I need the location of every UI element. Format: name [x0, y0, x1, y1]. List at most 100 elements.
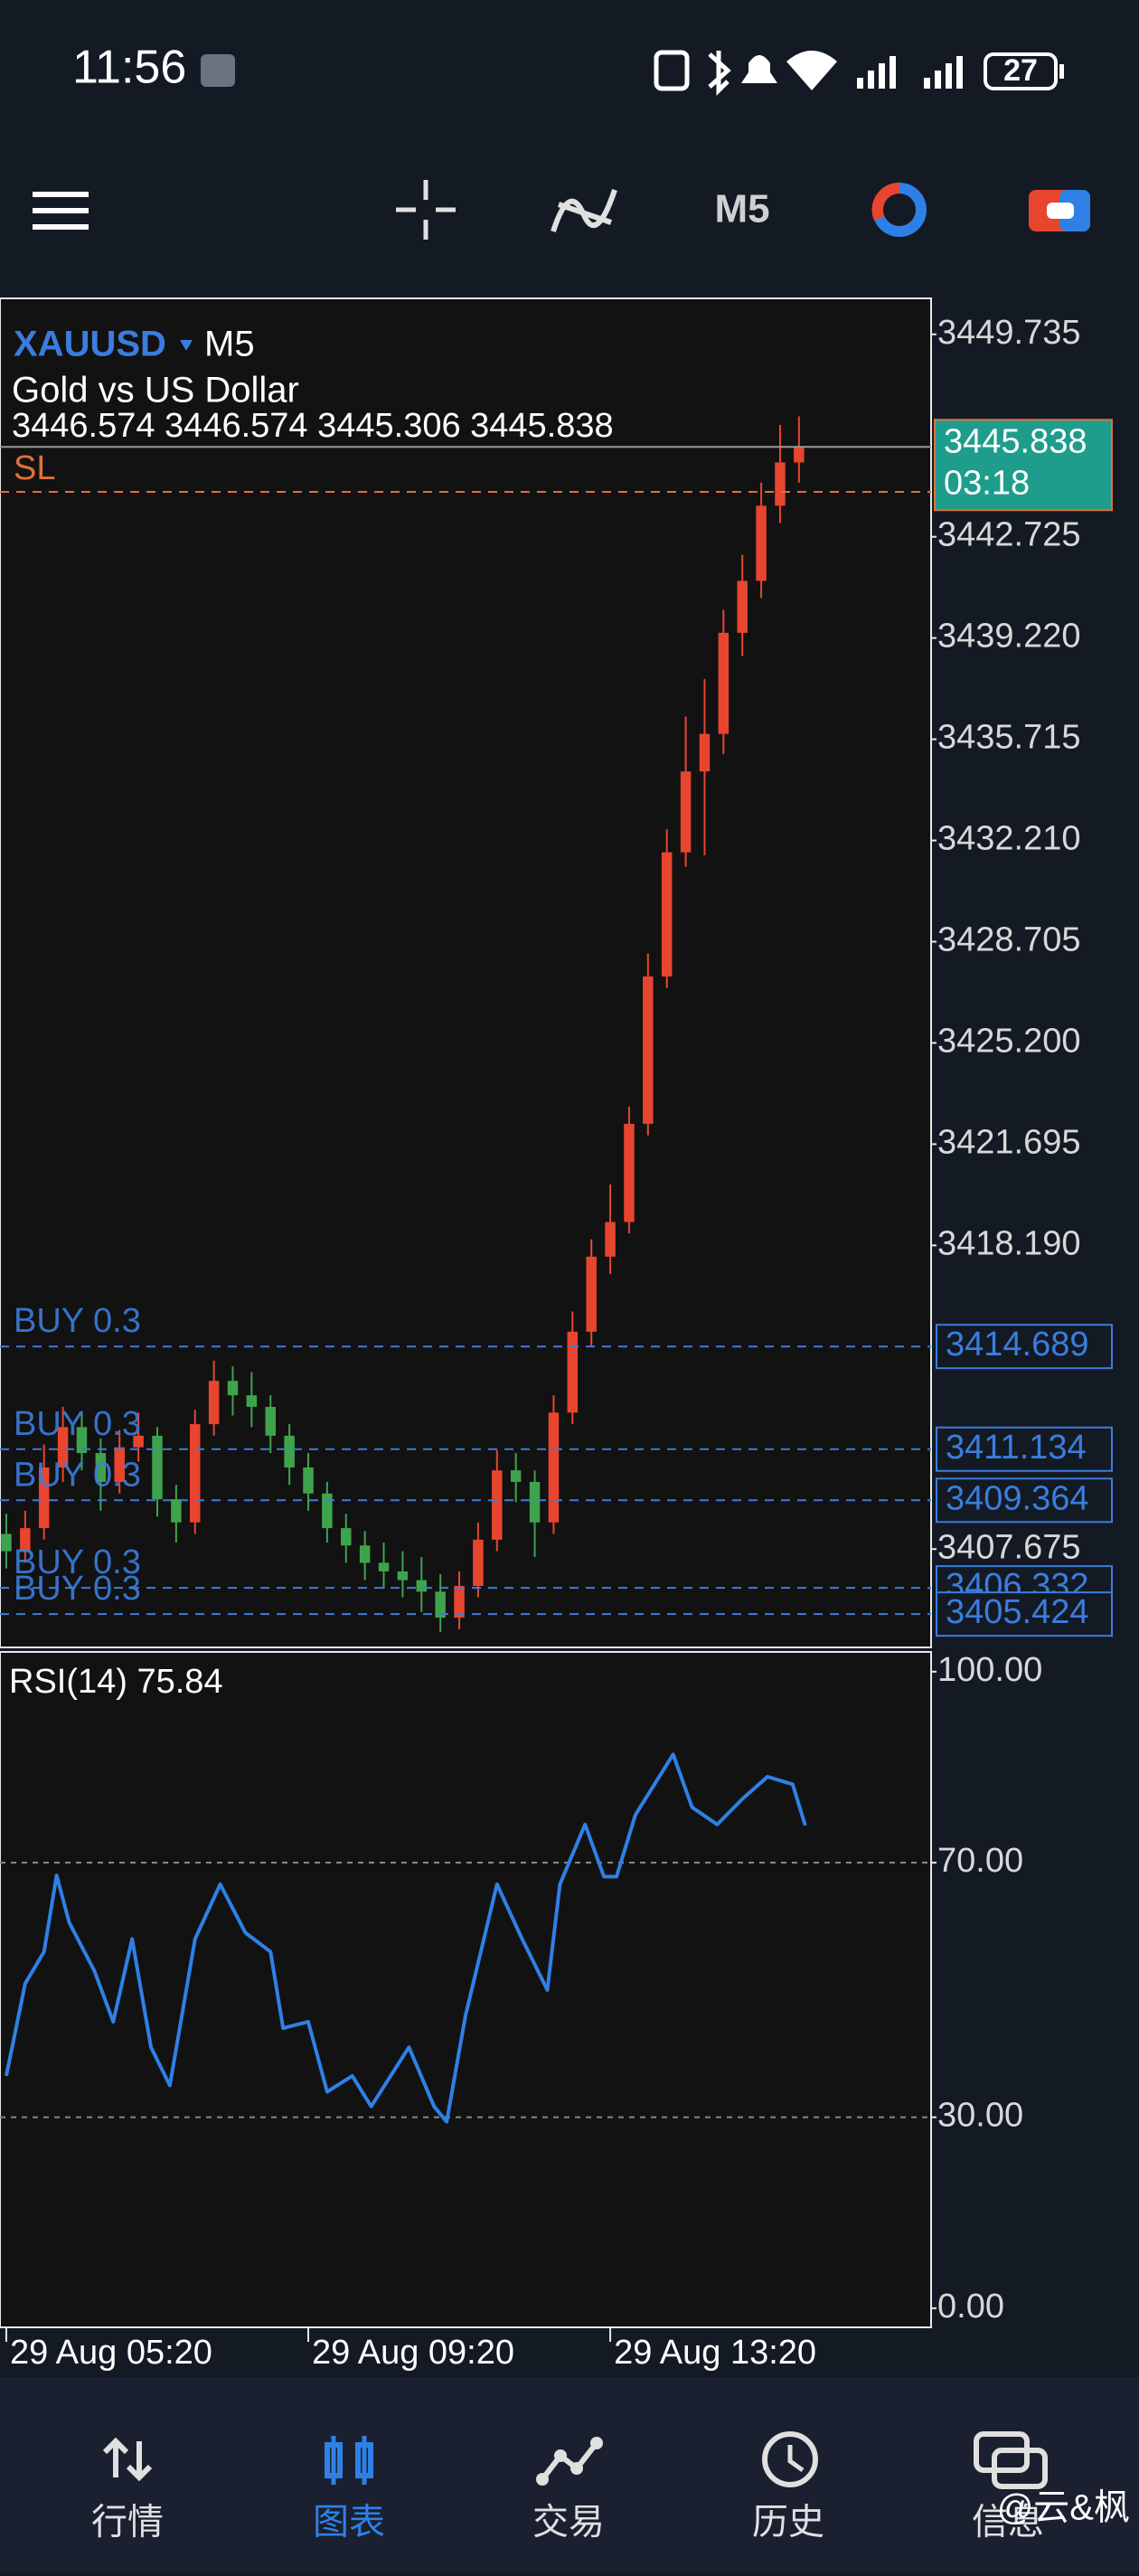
menu-line	[33, 224, 89, 230]
y-tick-label: 3421.695	[937, 1123, 1081, 1161]
order-price-box	[936, 1324, 1113, 1370]
candle-body	[76, 1427, 88, 1454]
order-label: BUY 0.3	[14, 1543, 141, 1581]
candle-body	[133, 1435, 144, 1448]
order-price: 3409.364	[946, 1479, 1089, 1517]
rsi-title: RSI(14) 75.84	[9, 1663, 223, 1701]
nav-history[interactable]: 历史	[752, 2431, 824, 2543]
nav-icon	[570, 2462, 583, 2475]
nav-icon	[762, 2431, 818, 2487]
candle-body	[699, 733, 711, 772]
order-label: BUY 0.3	[14, 1302, 141, 1340]
symbol-dropdown[interactable]	[180, 340, 193, 351]
candle-body	[605, 1222, 616, 1257]
candle-body	[303, 1467, 314, 1494]
nav-label: 信息	[972, 2503, 1044, 2543]
y-tick-label: 3449.735	[937, 314, 1081, 352]
candle-body	[529, 1481, 541, 1523]
order-price-box	[936, 1477, 1113, 1524]
nav-icon	[102, 2437, 153, 2482]
candle-body	[416, 1580, 428, 1592]
signal-bar	[935, 71, 941, 89]
candle-body	[284, 1435, 295, 1468]
nav-icon	[536, 2473, 549, 2486]
mute-icon	[741, 55, 777, 83]
trade-knob	[1047, 203, 1074, 219]
candle-body	[661, 852, 673, 977]
candle-body	[20, 1528, 31, 1552]
y-tick-label: 3407.675	[937, 1528, 1081, 1566]
crosshair-button[interactable]	[396, 180, 456, 240]
candle-body	[794, 447, 805, 463]
bluetooth-icon	[708, 51, 731, 97]
symbol[interactable]: XAUUSD	[14, 325, 166, 364]
candle-body	[680, 771, 692, 853]
signal-bar	[956, 56, 963, 89]
chart-timeframe: M5	[204, 325, 255, 364]
last-price-box	[934, 419, 1113, 512]
menu-line	[33, 192, 89, 197]
plot-layer: 3449.735 3442.725 3439.220 3435.715 3432.210…	[0, 314, 1113, 2372]
status-icons	[654, 50, 1064, 97]
nav-icon	[554, 2449, 567, 2462]
x-tick-label: 29 Aug 05:20	[10, 2334, 212, 2372]
nav-label: 行情	[91, 2503, 164, 2543]
rsi-panel	[0, 1651, 932, 2328]
signal-bar	[890, 56, 896, 89]
candle-body	[378, 1562, 390, 1571]
candle-body	[208, 1381, 220, 1425]
timeframe-button[interactable]: M5	[714, 187, 769, 231]
y-tick-label: 3428.705	[937, 921, 1081, 959]
candle-body	[57, 1427, 69, 1468]
order-label: BUY 0.3	[14, 1405, 141, 1443]
y-tick-label: 3442.725	[937, 516, 1081, 554]
ohlc-text: 3446.574 3446.574 3445.306 3445.838	[12, 407, 614, 445]
watermark: @云&枫	[997, 2488, 1130, 2528]
nav-quotes[interactable]: 行情	[91, 2437, 164, 2543]
candle-body	[567, 1331, 579, 1413]
candle-body	[435, 1591, 446, 1618]
candle-body	[38, 1467, 50, 1529]
battery-level: 27	[1003, 53, 1038, 88]
price-panel	[0, 297, 932, 1648]
sl-label: SL	[14, 449, 55, 487]
candle-body	[775, 462, 786, 506]
candle-body	[322, 1493, 333, 1529]
signal-bar	[868, 71, 874, 89]
nav-icon	[992, 2448, 1048, 2489]
candle-body	[492, 1470, 503, 1540]
menu-button[interactable]	[33, 192, 89, 230]
candle-body	[624, 1123, 635, 1222]
x-tick-label: 29 Aug 09:20	[312, 2334, 514, 2372]
trade-button[interactable]	[1029, 190, 1090, 231]
last-price: 3445.838	[944, 422, 1087, 460]
nav-messages[interactable]: 信息	[972, 2431, 1048, 2543]
candle-body	[756, 505, 767, 581]
candle-body	[246, 1395, 258, 1407]
candle-body	[341, 1528, 352, 1546]
order-price: 3414.689	[946, 1326, 1089, 1363]
order-price: 3405.424	[946, 1593, 1089, 1631]
nav-label: 图表	[313, 2503, 385, 2543]
clock-button[interactable]	[871, 182, 927, 237]
nav-trade[interactable]: 交易	[532, 2437, 605, 2543]
symbol-description: Gold vs US Dollar	[12, 371, 299, 410]
signal-bar	[879, 63, 885, 89]
y-tick-label: 30.00	[937, 2097, 1023, 2135]
rsi-line	[5, 1752, 807, 2124]
x-tick-label: 29 Aug 13:20	[614, 2334, 816, 2372]
indicators-button[interactable]	[551, 189, 617, 232]
candle-body	[359, 1545, 371, 1563]
y-tick-label: 70.00	[937, 1842, 1023, 1880]
nav-label: 交易	[532, 2503, 605, 2543]
battery-icon	[984, 52, 1058, 90]
candle-body	[152, 1435, 163, 1500]
status-time: 11:56	[72, 42, 186, 94]
y-tick-label: 100.00	[937, 1651, 1042, 1689]
nfc-icon	[654, 50, 690, 91]
candle-body	[510, 1470, 522, 1482]
nav-chart[interactable]: 图表	[313, 2436, 385, 2543]
order-price-box	[936, 1591, 1113, 1637]
